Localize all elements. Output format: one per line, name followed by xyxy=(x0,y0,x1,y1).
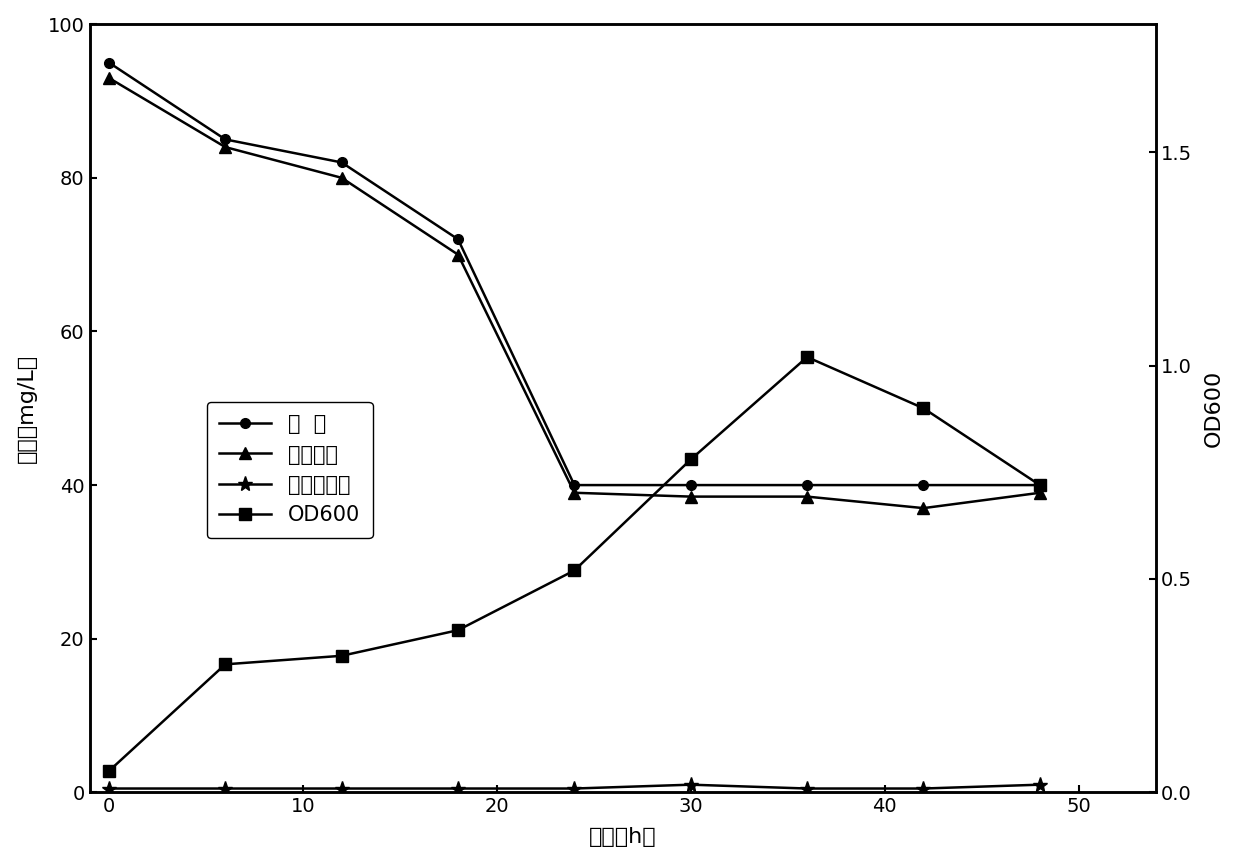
Line: 亚确酸盐氮: 亚确酸盐氮 xyxy=(102,777,1048,796)
确酸盐氮 xyxy=(683,492,698,502)
OD600 xyxy=(916,403,931,414)
Y-axis label: OD600: OD600 xyxy=(1203,370,1224,447)
总  氮 xyxy=(450,234,465,245)
确酸盐氮 xyxy=(800,492,815,502)
确酸盐氮 xyxy=(450,250,465,260)
OD600 xyxy=(335,651,350,661)
亚确酸盐氮 xyxy=(335,784,350,794)
总  氮 xyxy=(567,480,582,490)
确酸盐氮 xyxy=(916,503,931,513)
OD600 xyxy=(102,766,117,776)
X-axis label: 时段（h）: 时段（h） xyxy=(589,828,657,848)
OD600 xyxy=(218,659,233,670)
总  氮 xyxy=(683,480,698,490)
总  氮 xyxy=(1033,480,1048,490)
OD600 xyxy=(800,352,815,362)
OD600 xyxy=(450,625,465,635)
Y-axis label: 含量（mg/L）: 含量（mg/L） xyxy=(16,353,37,463)
总  氮 xyxy=(218,134,233,144)
Line: 总  氮: 总 氮 xyxy=(104,58,1045,490)
Line: 确酸盐氮: 确酸盐氮 xyxy=(103,73,1045,514)
OD600 xyxy=(683,454,698,465)
Line: OD600: OD600 xyxy=(103,352,1045,777)
亚确酸盐氮 xyxy=(218,784,233,794)
确酸盐氮 xyxy=(102,73,117,83)
亚确酸盐氮 xyxy=(567,784,582,794)
总  氮 xyxy=(916,480,931,490)
确酸盐氮 xyxy=(1033,487,1048,498)
OD600 xyxy=(567,565,582,575)
亚确酸盐氮 xyxy=(683,779,698,790)
亚确酸盐氮 xyxy=(916,784,931,794)
确酸盐氮 xyxy=(335,173,350,183)
确酸盐氮 xyxy=(567,487,582,498)
OD600 xyxy=(1033,480,1048,490)
总  氮 xyxy=(102,57,117,67)
确酸盐氮 xyxy=(218,142,233,152)
亚确酸盐氮 xyxy=(450,784,465,794)
总  氮 xyxy=(335,157,350,168)
亚确酸盐氮 xyxy=(1033,779,1048,790)
Legend: 总  氮, 确酸盐氮, 亚确酸盐氮, OD600: 总 氮, 确酸盐氮, 亚确酸盐氮, OD600 xyxy=(207,402,372,538)
亚确酸盐氮 xyxy=(800,784,815,794)
总  氮 xyxy=(800,480,815,490)
亚确酸盐氮 xyxy=(102,784,117,794)
